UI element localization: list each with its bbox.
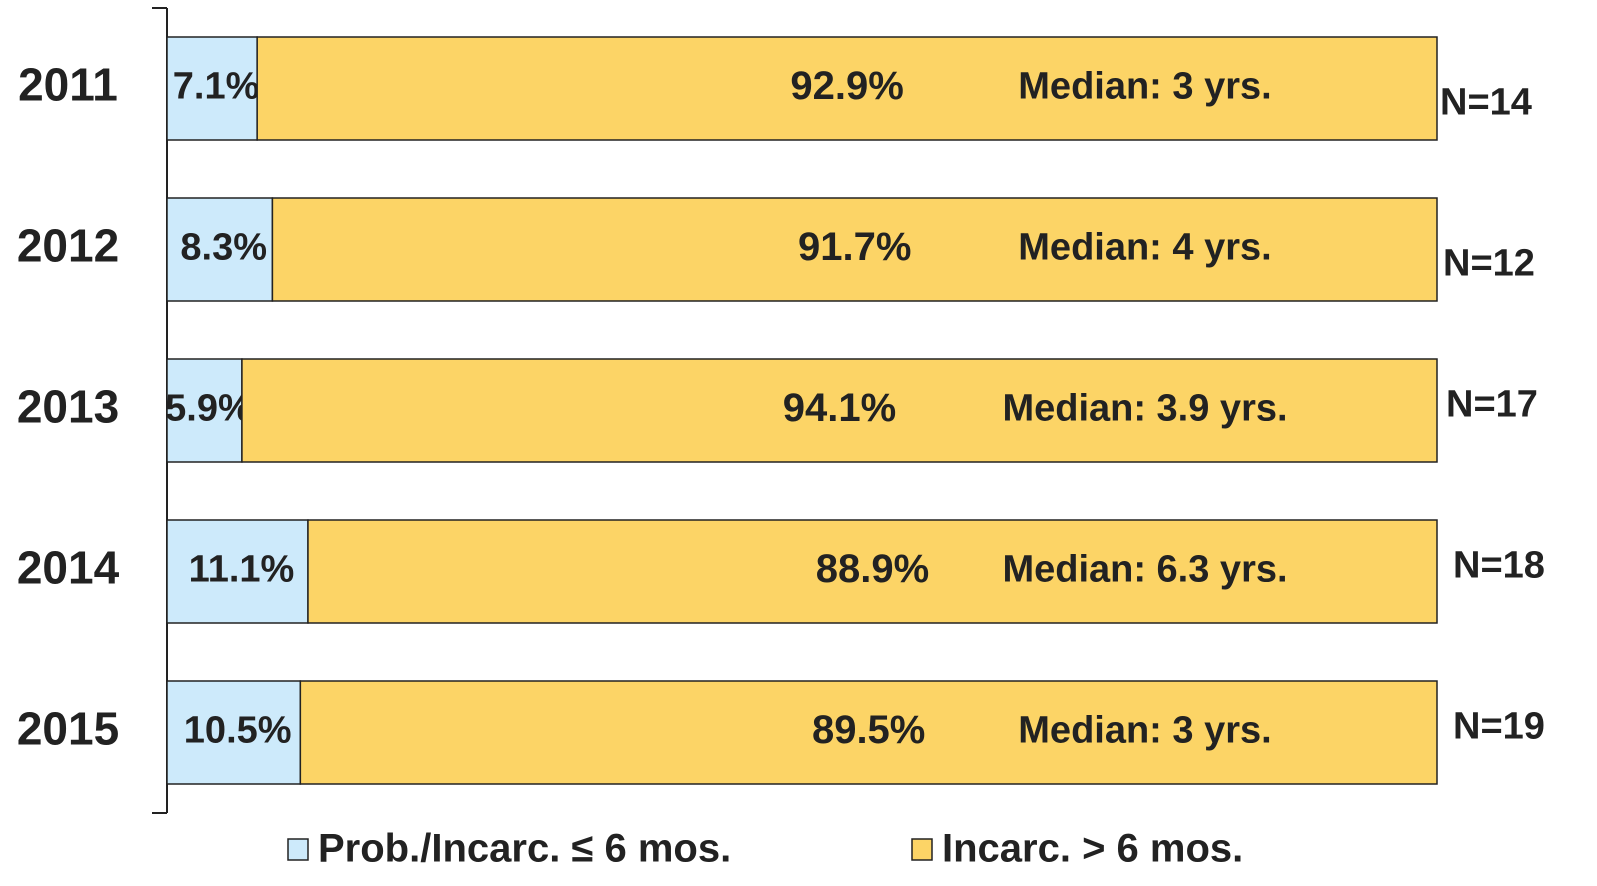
category-label: 2013	[17, 381, 119, 433]
bar-segment	[166, 680, 302, 785]
bar-segment	[166, 358, 243, 463]
category-label: 2015	[17, 703, 119, 755]
median-label: Median: 3 yrs.	[1018, 66, 1271, 108]
category-label: 2012	[17, 220, 119, 272]
value-label: 8.3%	[180, 227, 267, 269]
value-label: 92.9%	[790, 64, 903, 108]
n-label: N=18	[1453, 545, 1545, 587]
legend-label: Prob./Incarc. ≤ 6 mos.	[318, 827, 731, 871]
value-label: 89.5%	[812, 708, 925, 752]
median-label: Median: 3.9 yrs.	[1002, 388, 1287, 430]
n-label: N=12	[1443, 243, 1535, 285]
bar-segment	[241, 358, 1438, 463]
category-label: 2011	[18, 59, 118, 111]
bar-segment	[307, 519, 1438, 624]
bar-segment	[256, 36, 1438, 141]
n-label: N=17	[1446, 384, 1538, 426]
category-label: 2014	[17, 542, 120, 594]
legend-swatch	[911, 838, 933, 861]
legend-label: Incarc. > 6 mos.	[942, 827, 1243, 871]
bar-segment	[299, 680, 1438, 785]
n-label: N=19	[1453, 706, 1545, 748]
value-label: 91.7%	[798, 225, 911, 269]
bar-segment	[166, 36, 258, 141]
value-label: 94.1%	[783, 386, 896, 430]
value-label: 10.5%	[184, 710, 292, 752]
bar-segment	[166, 197, 274, 302]
value-label: 11.1%	[189, 549, 295, 591]
value-label: 5.9%	[165, 388, 252, 430]
bar-segment	[271, 197, 1438, 302]
value-label: 88.9%	[816, 547, 929, 591]
median-label: Median: 3 yrs.	[1018, 710, 1271, 752]
median-label: Median: 6.3 yrs.	[1002, 549, 1287, 591]
value-label: 7.1%	[173, 66, 260, 108]
median-label: Median: 4 yrs.	[1018, 227, 1271, 269]
n-label: N=14	[1440, 82, 1532, 124]
bar-segment	[166, 519, 309, 624]
legend-swatch	[287, 838, 309, 861]
